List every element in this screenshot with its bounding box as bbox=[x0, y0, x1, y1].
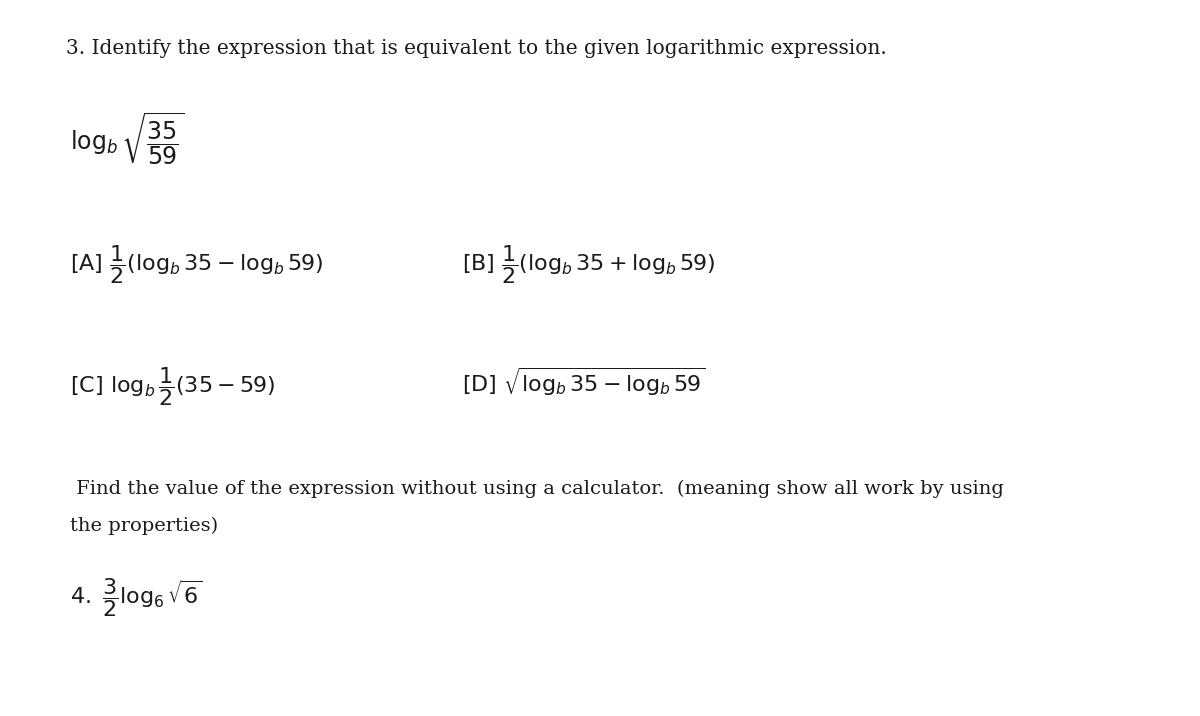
Text: 3. Identify the expression that is equivalent to the given logarithmic expressio: 3. Identify the expression that is equiv… bbox=[66, 39, 887, 59]
Text: the properties): the properties) bbox=[70, 517, 217, 535]
Text: $\mathrm{[A]}\ \dfrac{1}{2}(\log_b 35 - \log_b 59)$: $\mathrm{[A]}\ \dfrac{1}{2}(\log_b 35 - … bbox=[70, 243, 323, 286]
Text: $\mathrm{[D]}\ \sqrt{\log_b 35 - \log_b 59}$: $\mathrm{[D]}\ \sqrt{\log_b 35 - \log_b … bbox=[462, 365, 706, 397]
Text: $\mathrm{[C]}\ \log_b \dfrac{1}{2}(35 - 59)$: $\mathrm{[C]}\ \log_b \dfrac{1}{2}(35 - … bbox=[70, 365, 275, 408]
Text: $\mathrm{[B]}\ \dfrac{1}{2}(\log_b 35 + \log_b 59)$: $\mathrm{[B]}\ \dfrac{1}{2}(\log_b 35 + … bbox=[462, 243, 715, 286]
Text: $\log_b \sqrt{\dfrac{35}{59}}$: $\log_b \sqrt{\dfrac{35}{59}}$ bbox=[70, 111, 185, 168]
Text: $4.\ \dfrac{3}{2}\log_6 \sqrt{6}$: $4.\ \dfrac{3}{2}\log_6 \sqrt{6}$ bbox=[70, 576, 202, 619]
Text: Find the value of the expression without using a calculator.  (meaning show all : Find the value of the expression without… bbox=[70, 480, 1003, 498]
